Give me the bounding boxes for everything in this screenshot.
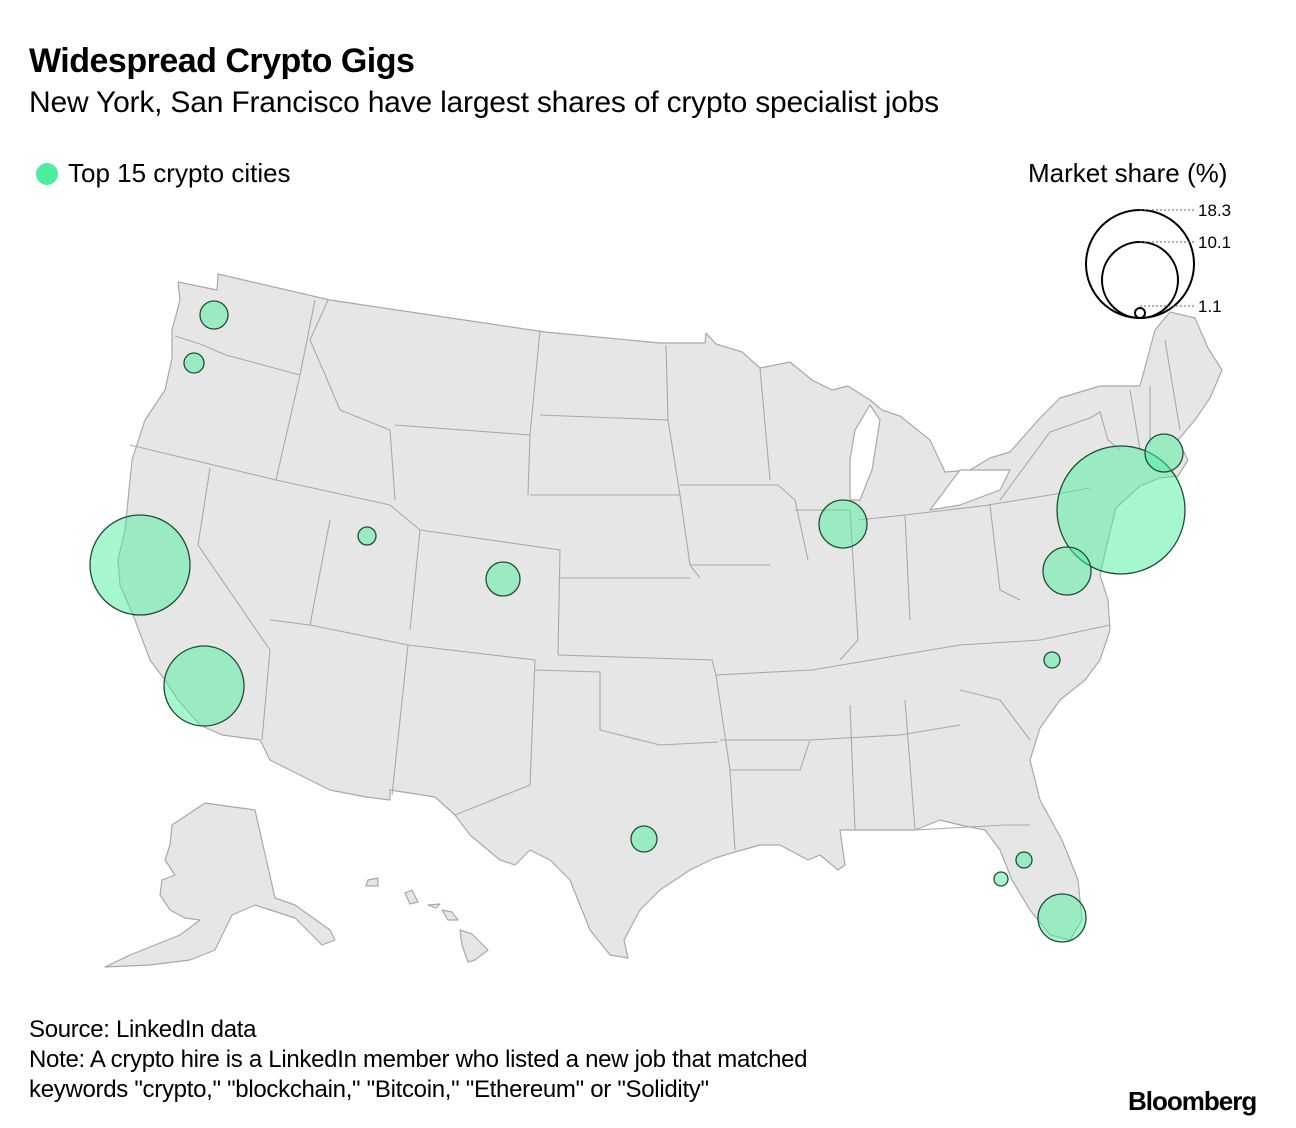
size-legend-value-large: 18.3: [1198, 201, 1231, 220]
hawaii-2: [404, 889, 419, 905]
bloomberg-logo: Bloomberg: [1128, 1086, 1257, 1116]
bubble-new-york[interactable]: [1056, 445, 1186, 575]
bubble-raleigh[interactable]: [1043, 651, 1061, 669]
category-legend: Top 15 crypto cities: [36, 158, 291, 189]
bubble-austin[interactable]: [630, 825, 658, 853]
bubble-boston[interactable]: [1144, 433, 1184, 473]
note-line-2: keywords "crypto," "blockchain," "Bitcoi…: [29, 1076, 709, 1103]
bubble-orlando[interactable]: [1015, 851, 1033, 869]
bubble-san-francisco[interactable]: [89, 514, 191, 616]
lake-michigan: [849, 404, 881, 501]
size-legend-title: Market share (%): [1028, 158, 1228, 188]
city-bubbles: [89, 300, 1186, 943]
note-line-1: Note: A crypto hire is a LinkedIn member…: [29, 1046, 808, 1073]
hawaii-3: [427, 903, 441, 909]
bubble-tampa[interactable]: [993, 871, 1009, 887]
alaska: [104, 802, 336, 968]
land: [104, 273, 1223, 968]
chart-title: Widespread Crypto Gigs: [29, 42, 415, 80]
bubble-chicago[interactable]: [818, 499, 868, 549]
bubble-los-angeles[interactable]: [163, 645, 245, 727]
legend-label: Top 15 crypto cities: [68, 158, 291, 188]
bubble-portland[interactable]: [183, 352, 205, 374]
size-legend-circle-large: [1085, 209, 1195, 319]
lake-erie: [929, 469, 1011, 511]
bubble-salt-lake-city[interactable]: [357, 526, 377, 546]
hawaii-4: [441, 909, 459, 921]
size-legend-value-medium: 10.1: [1198, 233, 1231, 252]
source-text: Source: LinkedIn data: [29, 1016, 257, 1043]
bubble-denver[interactable]: [485, 561, 521, 597]
contiguous-us: [117, 273, 1223, 959]
size-legend: [1085, 209, 1195, 319]
bubble-washington-dc[interactable]: [1042, 546, 1092, 596]
footer-notes: Source: LinkedIn data Note: A crypto hir…: [29, 1015, 808, 1105]
size-legend-circle-small: [1134, 307, 1146, 319]
bubble-seattle[interactable]: [199, 300, 229, 330]
legend-dot-icon: [36, 162, 58, 185]
state-borders: [129, 299, 1181, 851]
bubble-miami[interactable]: [1037, 893, 1087, 943]
size-legend-circle-medium: [1101, 241, 1179, 319]
chart-subtitle: New York, San Francisco have largest sha…: [29, 86, 939, 119]
size-legend-value-small: 1.1: [1198, 297, 1222, 316]
hawaii-1: [365, 877, 379, 887]
hawaii-big: [459, 929, 489, 963]
